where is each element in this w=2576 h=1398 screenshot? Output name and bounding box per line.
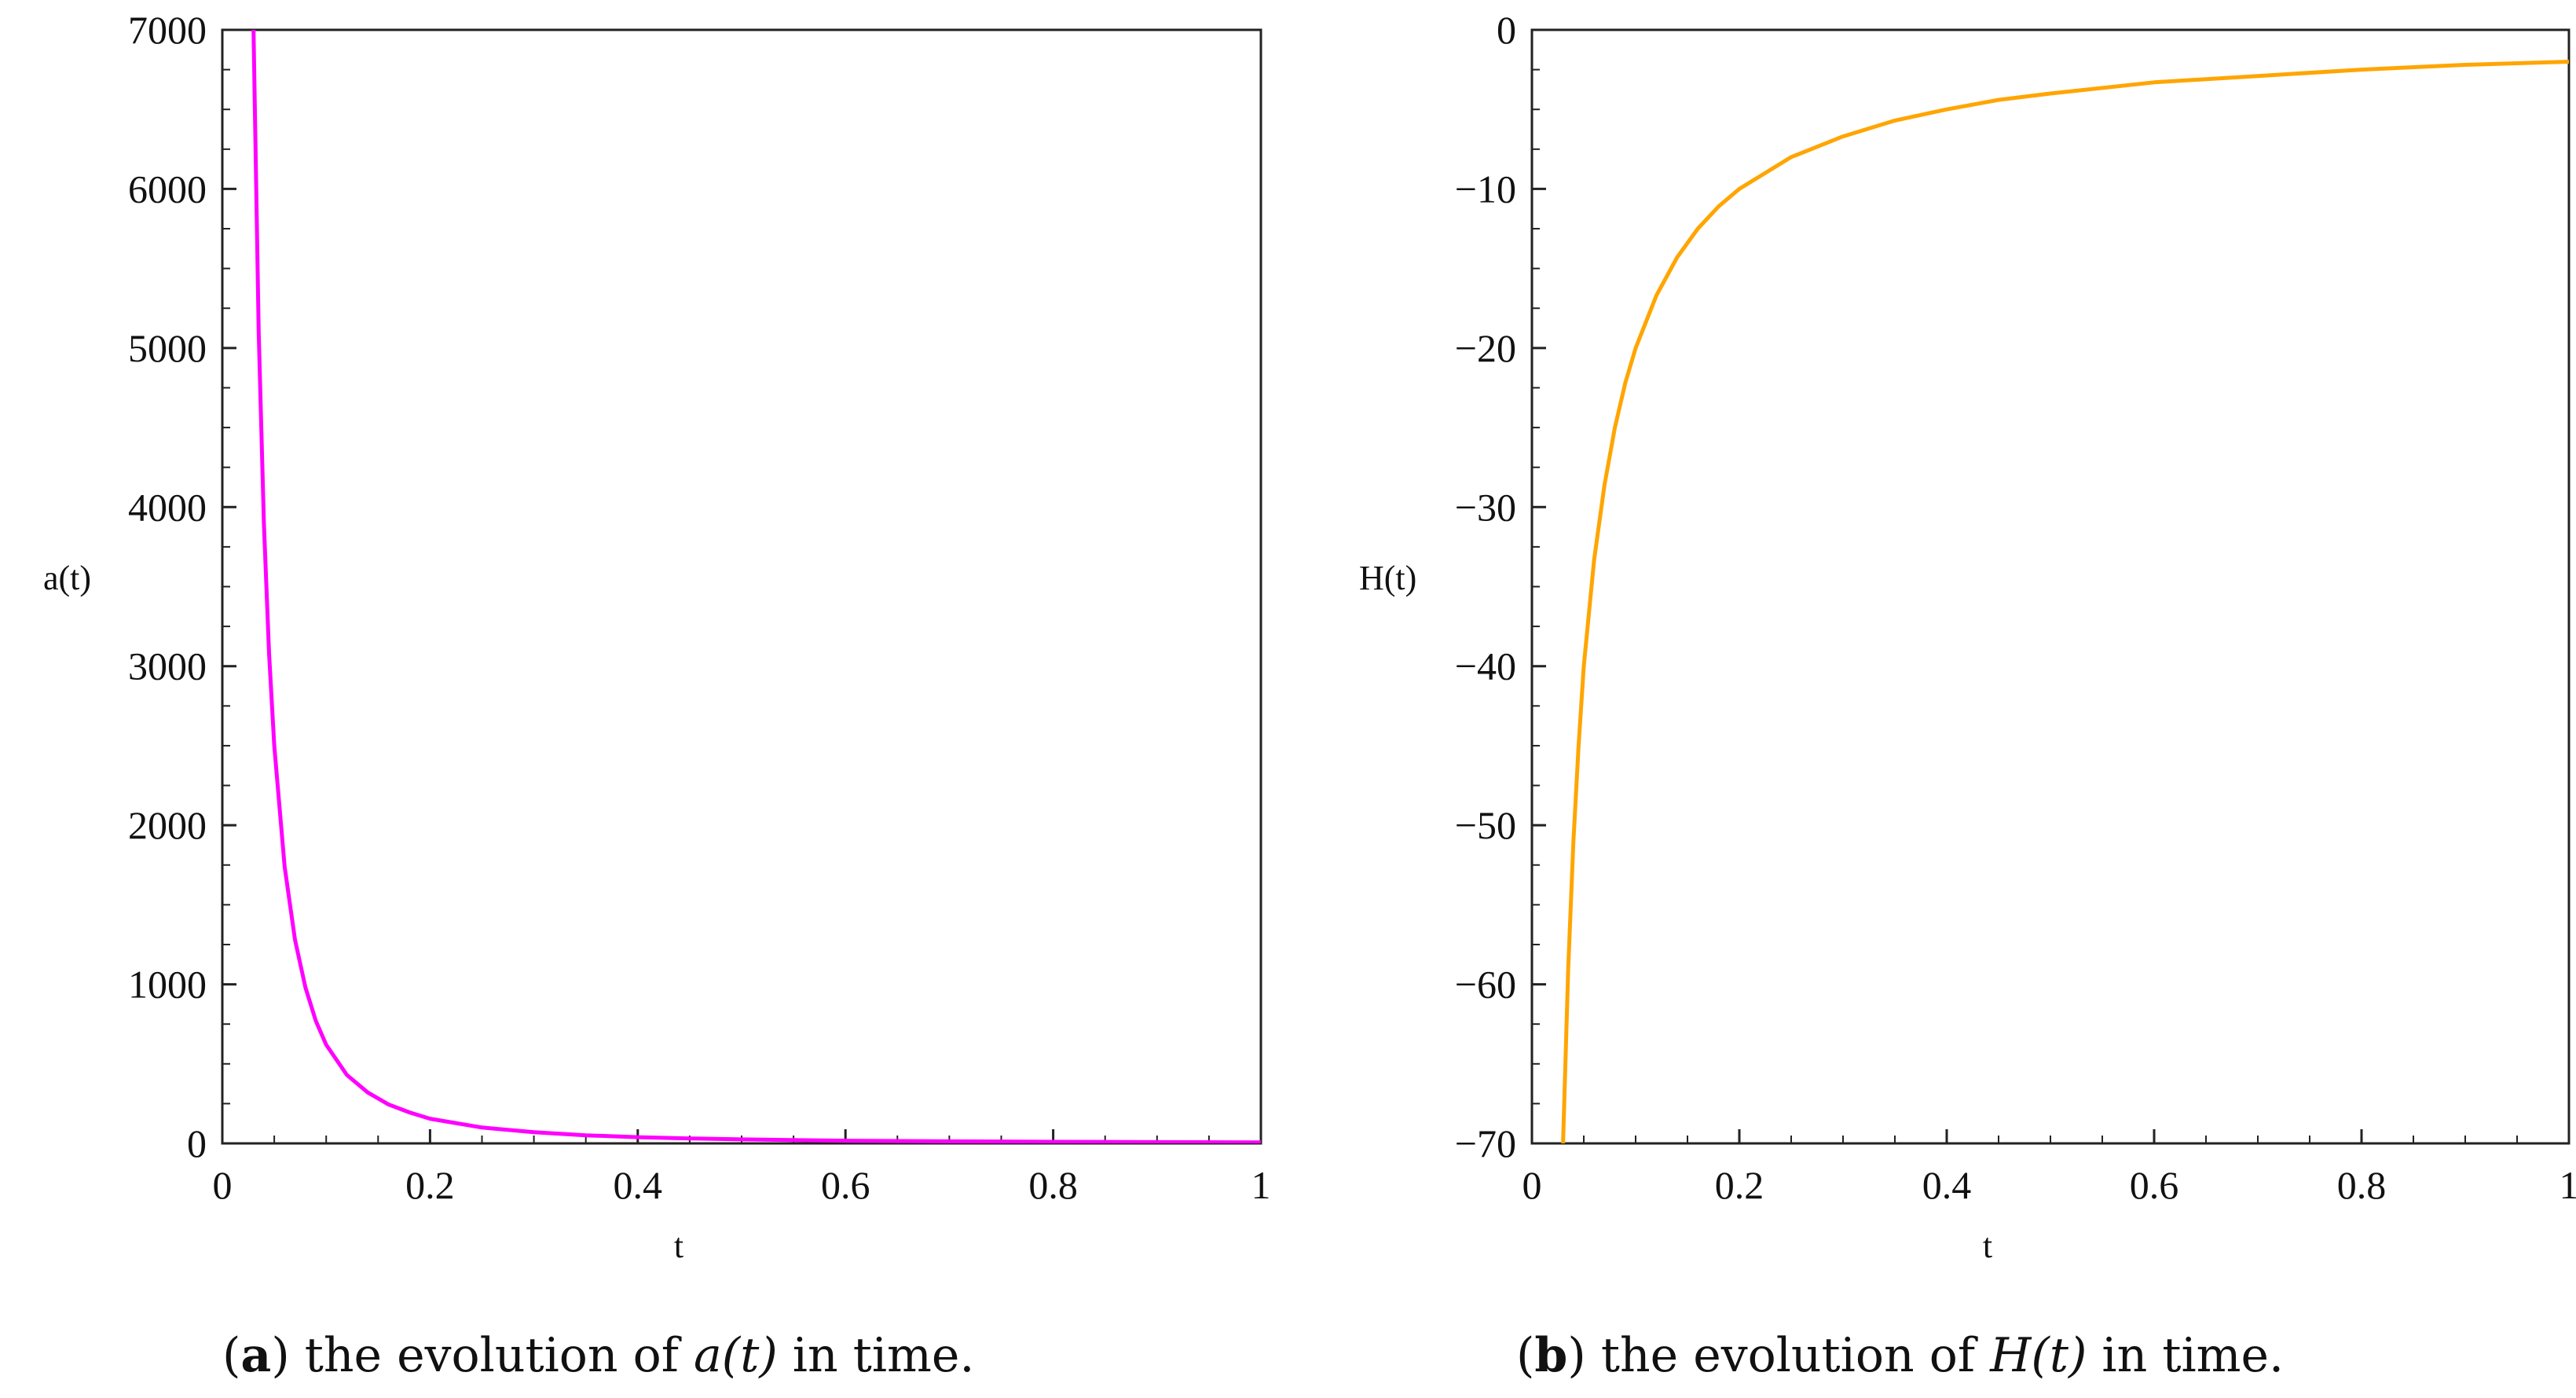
x-axis-label: t: [1983, 1227, 1992, 1265]
x-tick-label: 0.8: [1028, 1163, 1078, 1207]
plot-frame: [1530, 28, 2571, 1145]
y-tick-label: 1000: [128, 963, 207, 1007]
y-tick-label: −40: [1455, 644, 1516, 688]
x-tick-label: 1: [2560, 1163, 2576, 1207]
x-tick-label: 0.4: [1922, 1163, 1972, 1207]
y-tick-label: −30: [1455, 485, 1516, 529]
x-tick-label: 1: [1251, 1163, 1271, 1207]
chart-panel-b: 0 0.2 0.4 0.6 0.8 1 0 −10 −20 −30 −40 −50 −60 −70 H(t)…: [1359, 8, 2576, 1383]
y-tick-label: 6000: [128, 167, 207, 211]
x-tick-label: 0.2: [405, 1163, 455, 1207]
x-tick-label: 0.8: [2337, 1163, 2387, 1207]
y-tick-label: −10: [1455, 167, 1516, 211]
y-tick-label: 7000: [128, 8, 207, 52]
caption-suffix: in time.: [2087, 1328, 2284, 1383]
x-tick-label: 0.6: [2130, 1163, 2179, 1207]
y-axis-label: H(t): [1359, 559, 1416, 597]
y-tick-label: 3000: [128, 644, 207, 688]
y-tick-label: −20: [1455, 326, 1516, 370]
caption-text: the evolution of: [1601, 1328, 1990, 1383]
x-tick-label: 0.4: [614, 1163, 663, 1207]
series-line: [251, 30, 1261, 1143]
y-tick-label: −50: [1455, 803, 1516, 847]
plot-frame: [221, 28, 1262, 1145]
y-tick-label: 4000: [128, 485, 207, 529]
x-tick-label: 0.2: [1715, 1163, 1764, 1207]
caption-suffix: in time.: [778, 1328, 975, 1383]
caption-math: a(t): [694, 1328, 778, 1383]
caption-close-paren: ): [271, 1328, 304, 1383]
x-tick-label: 0.6: [821, 1163, 870, 1207]
caption-math: H(t): [1989, 1328, 2087, 1383]
caption-panel-label: a: [240, 1328, 271, 1383]
y-tick-label: 2000: [128, 803, 207, 847]
y-axis-label: a(t): [43, 559, 91, 597]
y-tick-label: 0: [1497, 8, 1516, 52]
caption-open-paren: (: [1516, 1328, 1534, 1383]
y-tick-label: 5000: [128, 326, 207, 370]
x-tick-label: 0: [213, 1163, 233, 1207]
x-tick-label: 0: [1523, 1163, 1542, 1207]
series-line: [1561, 60, 2569, 1143]
caption-panel-label: b: [1534, 1328, 1567, 1383]
caption-close-paren: ): [1567, 1328, 1600, 1383]
figure-caption: (b) the evolution of H(t) in time.: [1516, 1328, 2284, 1383]
y-tick-label: −70: [1455, 1121, 1516, 1165]
y-tick-label: −60: [1455, 963, 1516, 1007]
figure-caption: (a) the evolution of a(t) in time.: [222, 1328, 975, 1383]
caption-open-paren: (: [222, 1328, 240, 1383]
x-axis-label: t: [674, 1227, 683, 1265]
chart-panel-a: 0 0.2 0.4 0.6 0.8 1 0 1000 2000 3000 4000 5000 6000 7…: [43, 8, 1271, 1383]
caption-text: the evolution of: [305, 1328, 694, 1383]
y-tick-label: 0: [187, 1121, 207, 1165]
